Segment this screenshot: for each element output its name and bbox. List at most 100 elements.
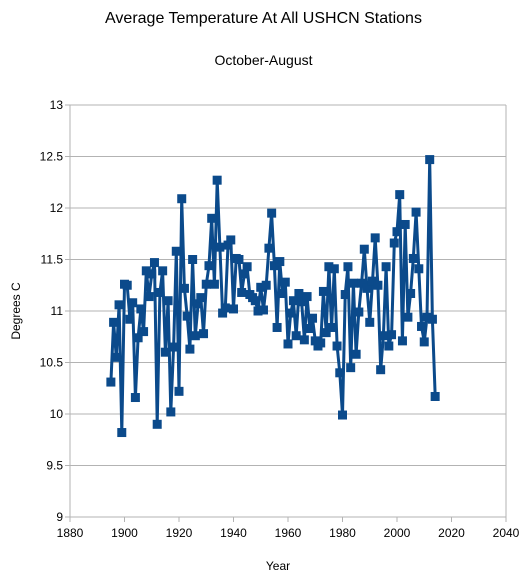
x-tick-label: 1960 xyxy=(275,526,302,540)
data-point xyxy=(351,349,361,359)
data-point xyxy=(193,299,203,309)
data-point xyxy=(299,335,309,345)
data-point xyxy=(346,363,356,373)
data-point xyxy=(286,308,296,318)
data-point xyxy=(179,283,189,293)
data-point xyxy=(422,312,432,322)
data-point xyxy=(318,286,328,296)
data-point xyxy=(308,313,318,323)
data-point xyxy=(237,287,247,297)
data-point xyxy=(425,155,435,165)
data-point xyxy=(185,344,195,354)
data-point xyxy=(381,262,391,272)
data-point xyxy=(144,292,154,302)
data-point xyxy=(188,255,198,264)
data-point xyxy=(261,280,271,290)
data-point xyxy=(199,329,209,339)
data-point xyxy=(288,296,298,306)
y-tick-label: 13 xyxy=(50,98,64,112)
data-point xyxy=(169,342,179,352)
data-point xyxy=(305,324,315,334)
data-point xyxy=(139,327,149,337)
data-point xyxy=(152,419,162,429)
y-axis-label: Degrees C xyxy=(9,282,23,340)
data-point xyxy=(182,311,192,321)
data-point xyxy=(359,244,369,254)
data-point xyxy=(163,296,173,306)
chart-title: Average Temperature At All USHCN Station… xyxy=(105,10,422,27)
data-point xyxy=(256,282,266,292)
series-line xyxy=(109,158,437,434)
data-point xyxy=(174,386,184,396)
data-point xyxy=(365,317,375,327)
x-tick-label: 1900 xyxy=(111,526,138,540)
data-point xyxy=(348,278,358,288)
data-point xyxy=(136,304,146,314)
series-layer xyxy=(106,155,440,438)
data-point xyxy=(209,279,219,289)
data-point xyxy=(272,322,282,332)
data-point xyxy=(234,255,244,264)
data-point xyxy=(419,337,429,347)
data-point xyxy=(430,391,440,401)
data-point xyxy=(417,321,427,331)
data-point xyxy=(212,175,222,185)
data-point xyxy=(155,287,165,297)
data-point xyxy=(114,300,124,310)
data-point xyxy=(264,243,274,253)
data-point xyxy=(283,339,293,349)
data-point xyxy=(130,393,140,403)
data-point xyxy=(239,269,249,279)
y-tick-label: 12 xyxy=(50,201,64,215)
x-axis-label: Year xyxy=(266,559,290,573)
data-point xyxy=(275,257,285,267)
data-point xyxy=(171,246,181,256)
data-point xyxy=(177,194,187,204)
data-point xyxy=(128,298,138,308)
data-point xyxy=(367,276,377,286)
y-tick-label: 10.5 xyxy=(40,356,64,370)
y-tick-label: 10 xyxy=(50,407,64,421)
data-point xyxy=(327,322,337,332)
y-tick-label: 11 xyxy=(51,304,64,318)
data-point xyxy=(207,213,217,223)
data-point xyxy=(133,333,143,343)
x-tick-label: 2000 xyxy=(384,526,411,540)
x-tick-label: 2020 xyxy=(438,526,465,540)
data-point xyxy=(229,304,238,314)
axes xyxy=(65,104,507,522)
data-point xyxy=(321,328,331,338)
x-tick-label: 1880 xyxy=(57,526,84,540)
data-point xyxy=(160,347,170,357)
data-point xyxy=(267,208,277,218)
y-tick-label: 9 xyxy=(56,510,63,524)
data-point xyxy=(329,264,339,274)
data-point xyxy=(338,410,347,420)
x-tick-label: 1920 xyxy=(166,526,193,540)
data-point xyxy=(411,207,421,217)
data-point xyxy=(158,266,168,276)
data-point xyxy=(218,308,228,318)
y-tick-label: 12.5 xyxy=(40,150,64,164)
data-point xyxy=(389,238,399,248)
data-point xyxy=(378,331,388,341)
x-tick-label: 2040 xyxy=(493,526,520,540)
data-point xyxy=(357,278,367,288)
data-point xyxy=(190,331,200,341)
y-tick-label: 9.5 xyxy=(46,459,63,473)
data-point xyxy=(269,261,279,271)
data-point xyxy=(297,297,307,307)
data-point xyxy=(258,305,268,315)
data-point xyxy=(340,290,350,300)
data-point xyxy=(147,269,157,279)
data-point xyxy=(149,258,159,268)
data-point xyxy=(384,341,394,351)
data-point xyxy=(111,352,121,362)
x-tick-label: 1940 xyxy=(220,526,247,540)
data-point xyxy=(400,219,410,229)
data-point xyxy=(250,296,260,306)
tick-labels: 9 9.5 10 10.5 11 11.5 12 12.5 13 1880 1900 1920 1940… xyxy=(40,98,520,540)
data-point xyxy=(226,235,236,245)
data-point xyxy=(376,365,386,375)
data-point xyxy=(395,190,405,200)
